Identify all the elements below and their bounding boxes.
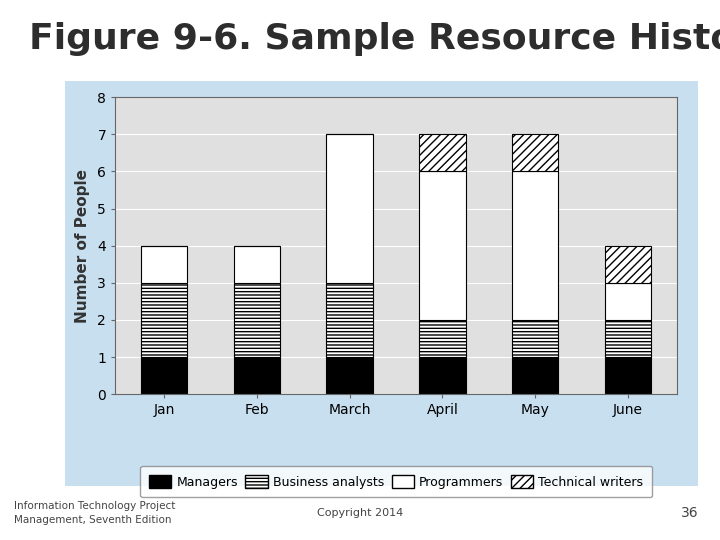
Bar [512, 357, 559, 394]
Text: Copyright 2014: Copyright 2014 [317, 508, 403, 518]
Bar [140, 246, 187, 283]
Bar [512, 134, 559, 172]
Bar [326, 283, 373, 357]
Bar [233, 246, 280, 283]
Bar [605, 357, 652, 394]
Bar [326, 357, 373, 394]
Bar [419, 320, 466, 357]
Text: Figure 9-6. Sample Resource Histogram: Figure 9-6. Sample Resource Histogram [29, 22, 720, 56]
Legend: Managers, Business analysts, Programmers, Technical writers: Managers, Business analysts, Programmers… [140, 466, 652, 497]
Bar [326, 134, 373, 283]
Y-axis label: Number of People: Number of People [76, 168, 90, 323]
Text: Information Technology Project
Management, Seventh Edition: Information Technology Project Managemen… [14, 502, 176, 524]
Bar [233, 357, 280, 394]
Text: 36: 36 [681, 506, 698, 520]
Bar [419, 172, 466, 320]
Bar [605, 246, 652, 283]
Bar [233, 283, 280, 357]
Bar [419, 134, 466, 172]
Bar [140, 357, 187, 394]
Bar [605, 320, 652, 357]
Bar [512, 320, 559, 357]
Bar [140, 283, 187, 357]
Bar [512, 172, 559, 320]
Bar [605, 283, 652, 320]
Bar [419, 357, 466, 394]
